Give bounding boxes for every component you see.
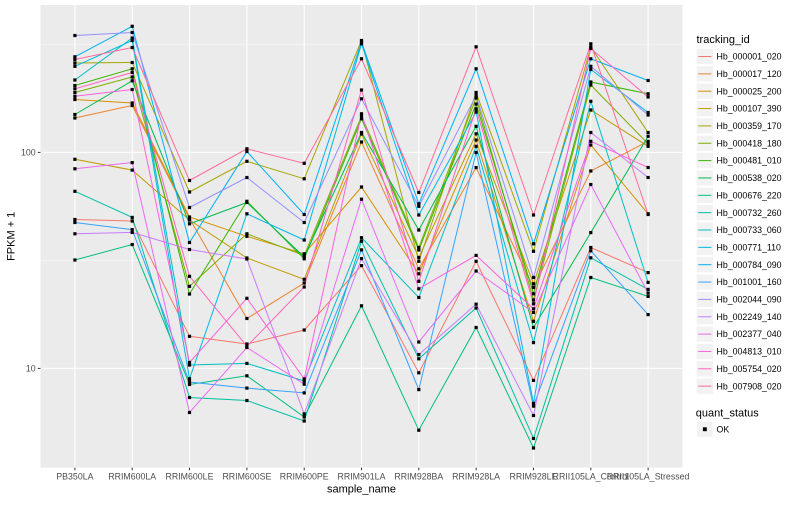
svg-text:RRII105LA_Stressed: RRII105LA_Stressed [607,472,690,482]
svg-text:RRIM928BA: RRIM928BA [394,472,443,482]
svg-text:RRIM928LE: RRIM928LE [510,472,558,482]
svg-text:Hb_000784_090: Hb_000784_090 [717,260,782,270]
svg-text:Hb_000001_020: Hb_000001_020 [717,52,782,62]
svg-text:Hb_000732_260: Hb_000732_260 [717,208,782,218]
svg-text:tracking_id: tracking_id [697,34,750,46]
svg-text:PB350LA: PB350LA [56,472,93,482]
svg-text:Hb_007908_020: Hb_007908_020 [717,381,782,391]
svg-text:Hb_000017_120: Hb_000017_120 [717,69,782,79]
svg-text:quant_status: quant_status [696,408,759,420]
svg-text:Hb_002249_140: Hb_002249_140 [717,312,782,322]
svg-text:Hb_002044_090: Hb_002044_090 [717,295,782,305]
svg-text:sample_name: sample_name [327,484,396,496]
svg-text:Hb_000418_180: Hb_000418_180 [717,138,782,148]
svg-text:Hb_000481_010: Hb_000481_010 [717,156,782,166]
svg-text:Hb_004813_010: Hb_004813_010 [717,347,782,357]
svg-text:10: 10 [26,364,36,374]
svg-text:FPKM + 1: FPKM + 1 [6,212,18,261]
svg-text:Hb_001001_160: Hb_001001_160 [717,277,782,287]
svg-text:RRII105LA_Control: RRII105LA_Control [553,472,629,482]
svg-text:OK: OK [717,424,730,434]
svg-text:RRIM600LE: RRIM600LE [166,472,214,482]
svg-text:Hb_002377_040: Hb_002377_040 [717,329,782,339]
svg-text:Hb_000025_200: Hb_000025_200 [717,86,782,96]
svg-text:Hb_005754_020: Hb_005754_020 [717,364,782,374]
svg-text:RRIM600LA: RRIM600LA [108,472,156,482]
svg-text:RRIM600PE: RRIM600PE [280,472,329,482]
svg-text:RRIM928LA: RRIM928LA [452,472,500,482]
svg-text:RRIM901LA: RRIM901LA [338,472,386,482]
svg-text:Hb_000359_170: Hb_000359_170 [717,121,782,131]
svg-text:RRIM600SE: RRIM600SE [222,472,271,482]
svg-text:Hb_000733_060: Hb_000733_060 [717,225,782,235]
svg-text:Hb_000107_390: Hb_000107_390 [717,104,782,114]
svg-text:Hb_000676_220: Hb_000676_220 [717,190,782,200]
svg-text:100: 100 [21,148,36,158]
svg-text:Hb_000771_110: Hb_000771_110 [717,242,782,252]
svg-text:Hb_000538_020: Hb_000538_020 [717,173,782,183]
